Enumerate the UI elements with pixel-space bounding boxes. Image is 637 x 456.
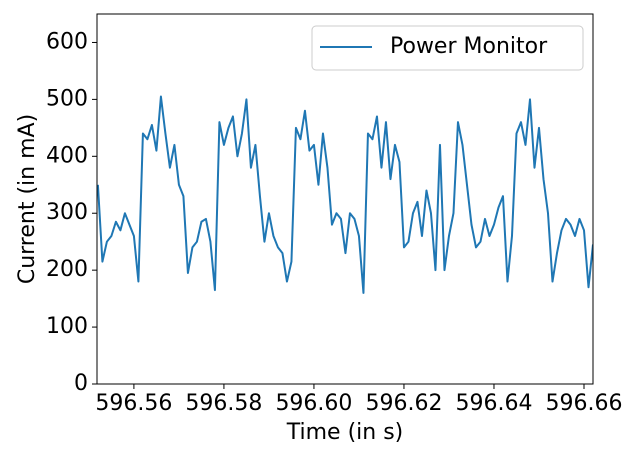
y-tick-label: 400 <box>46 143 88 168</box>
y-tick-label: 0 <box>74 371 88 396</box>
y-tick-label: 300 <box>46 200 88 225</box>
x-axis-title: Time (in s) <box>286 420 404 445</box>
y-axis-title: Current (in mA) <box>15 114 40 284</box>
data-line <box>97 95 593 294</box>
x-tick-label: 596.56 <box>95 391 172 416</box>
legend-box <box>311 25 584 71</box>
y-tick-label: 100 <box>46 314 88 339</box>
x-tick-label: 596.60 <box>275 391 352 416</box>
x-tick-label: 596.62 <box>365 391 442 416</box>
x-tick-label: 596.58 <box>185 391 262 416</box>
legend-label: Power Monitor <box>390 34 548 59</box>
y-tick-label: 200 <box>46 257 88 282</box>
plot-frame <box>96 13 594 385</box>
y-tick-label: 500 <box>46 86 88 111</box>
x-tick-label: 596.64 <box>455 391 532 416</box>
y-tick-label: 600 <box>46 29 88 54</box>
x-tick-label: 596.66 <box>546 391 623 416</box>
